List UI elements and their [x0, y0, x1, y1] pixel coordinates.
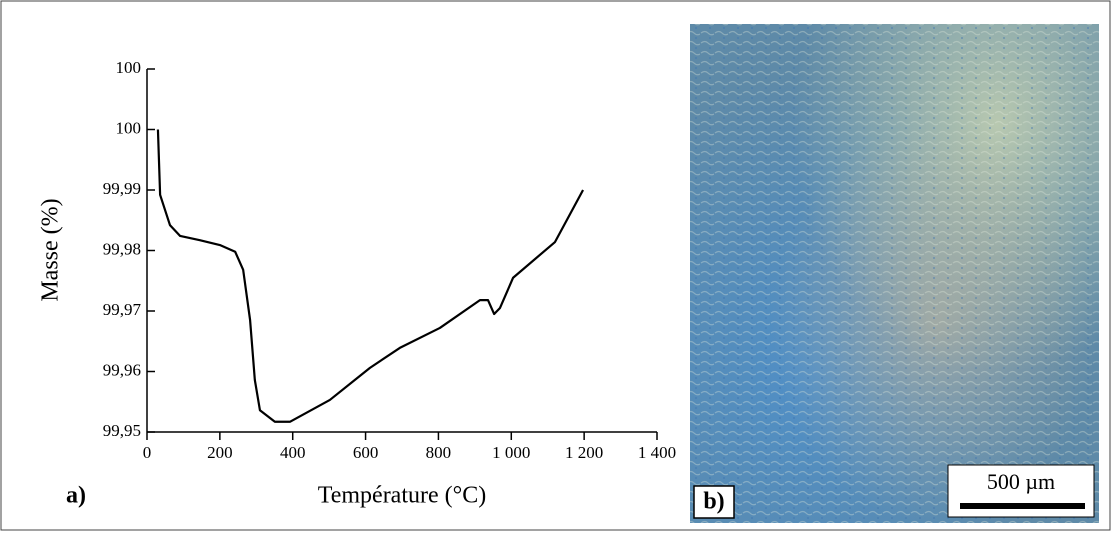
x-tick-label: 1 200 — [565, 443, 603, 462]
x-tick-label: 800 — [426, 443, 452, 462]
data-line — [156, 129, 585, 423]
y-tick-label: 99,98 — [103, 239, 141, 258]
x-tick-label: 0 — [143, 443, 152, 462]
panel-label-box — [693, 485, 735, 519]
y-tick-label: 99,99 — [103, 179, 141, 198]
panel-label: a) — [66, 483, 86, 509]
y-tick-label: 99,96 — [103, 360, 141, 379]
micrograph-texture — [690, 24, 1099, 523]
plot-area: 99,95 99,96 99,97 99,98 99,99 100 100 0 200 400 60… — [103, 58, 676, 462]
y-tick-label: 100 — [116, 58, 142, 77]
x-tick-label: 400 — [280, 443, 306, 462]
x-tick-label: 1 400 — [638, 443, 676, 462]
y-axis-label: Masse (%) — [38, 198, 64, 301]
panel-label: b) — [703, 489, 724, 515]
x-axis-label: Température (°C) — [318, 483, 487, 509]
y-tick-label: 99,97 — [103, 300, 142, 319]
scale-bar — [960, 503, 1085, 509]
micrograph: b) 500 µm — [690, 24, 1099, 523]
x-tick-label: 600 — [353, 443, 379, 462]
scale-bar-label: 500 µm — [987, 469, 1055, 494]
x-tick-label: 200 — [207, 443, 233, 462]
x-tick-label: 1 000 — [492, 443, 530, 462]
y-tick-label: 99,95 — [103, 421, 141, 440]
y-tick-label: 100 — [116, 118, 142, 137]
